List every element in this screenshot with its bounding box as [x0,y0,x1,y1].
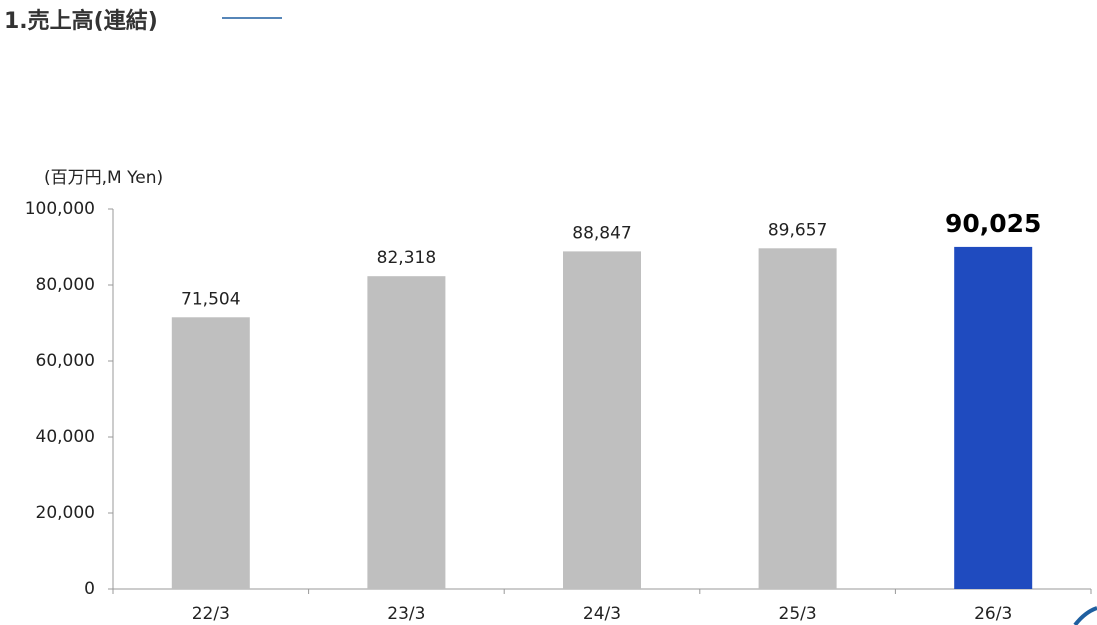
bar [563,251,641,589]
value-label: 90,025 [945,209,1041,238]
y-tick-label: 60,000 [36,351,95,371]
bar [171,317,250,589]
bar [367,276,446,589]
value-label: 89,657 [768,220,827,240]
x-tick-label: 25/3 [779,604,817,624]
y-tick-label: 20,000 [36,503,95,523]
value-label: 82,318 [377,248,436,268]
y-tick-label: 40,000 [36,427,95,447]
y-tick-label: 80,000 [36,275,95,295]
x-tick-label: 22/3 [192,604,230,624]
bar [954,246,1033,589]
y-axis-label: (百万円,M Yen) [44,168,163,188]
value-label: 71,504 [181,289,240,309]
y-tick-label: 100,000 [25,199,95,219]
x-tick-label: 23/3 [387,604,425,624]
x-tick-label: 26/3 [974,604,1012,624]
value-label: 88,847 [572,223,631,243]
bar [758,248,837,589]
y-tick-label: 0 [84,579,95,599]
corner-decoration [1073,606,1097,625]
x-tick-label: 24/3 [583,604,621,624]
chart-title: 1.売上高(連結) [4,8,158,34]
